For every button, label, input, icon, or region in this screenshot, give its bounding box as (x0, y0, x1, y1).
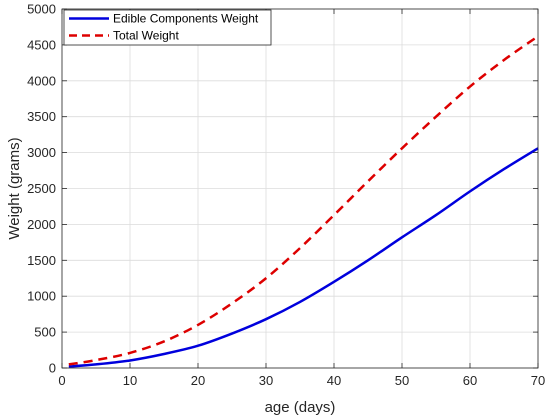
y-axis-label: Weight (grams) (6, 137, 23, 239)
series-line-edible-components-weight (68, 147, 539, 368)
legend: Edible Components Weight Total Weight (63, 9, 272, 46)
x-tick-label: 40 (327, 373, 341, 388)
tick-labels: 0 10 20 30 40 50 60 70 0 500 1000 1500 2000 2500 3000 3… (27, 2, 545, 389)
y-tick-label: 500 (34, 325, 56, 340)
x-tick-label: 60 (463, 373, 477, 388)
legend-label-edible: Edible Components Weight (113, 12, 259, 26)
y-tick-label: 1000 (27, 289, 56, 304)
ticks (61, 8, 539, 369)
y-tick-label: 3000 (27, 145, 56, 160)
y-tick-label: 5000 (27, 2, 56, 17)
y-tick-label: 0 (49, 361, 56, 376)
series-layer (68, 35, 539, 368)
y-tick-label: 4500 (27, 37, 56, 52)
y-tick-label: 2500 (27, 181, 56, 196)
x-tick-label: 50 (395, 373, 409, 388)
x-axis-label: age (days) (265, 399, 336, 416)
x-tick-label: 10 (123, 373, 137, 388)
legend-box (63, 9, 272, 46)
x-tick-label: 70 (531, 373, 545, 388)
y-tick-label: 2000 (27, 217, 56, 232)
y-tick-label: 1500 (27, 253, 56, 268)
x-tick-label: 20 (191, 373, 205, 388)
x-tick-label: 30 (259, 373, 273, 388)
y-tick-label: 4000 (27, 73, 56, 88)
legend-label-total: Total Weight (113, 29, 179, 43)
y-tick-label: 3500 (27, 109, 56, 124)
series-line-total-weight (68, 35, 539, 366)
x-tick-label: 0 (58, 373, 65, 388)
